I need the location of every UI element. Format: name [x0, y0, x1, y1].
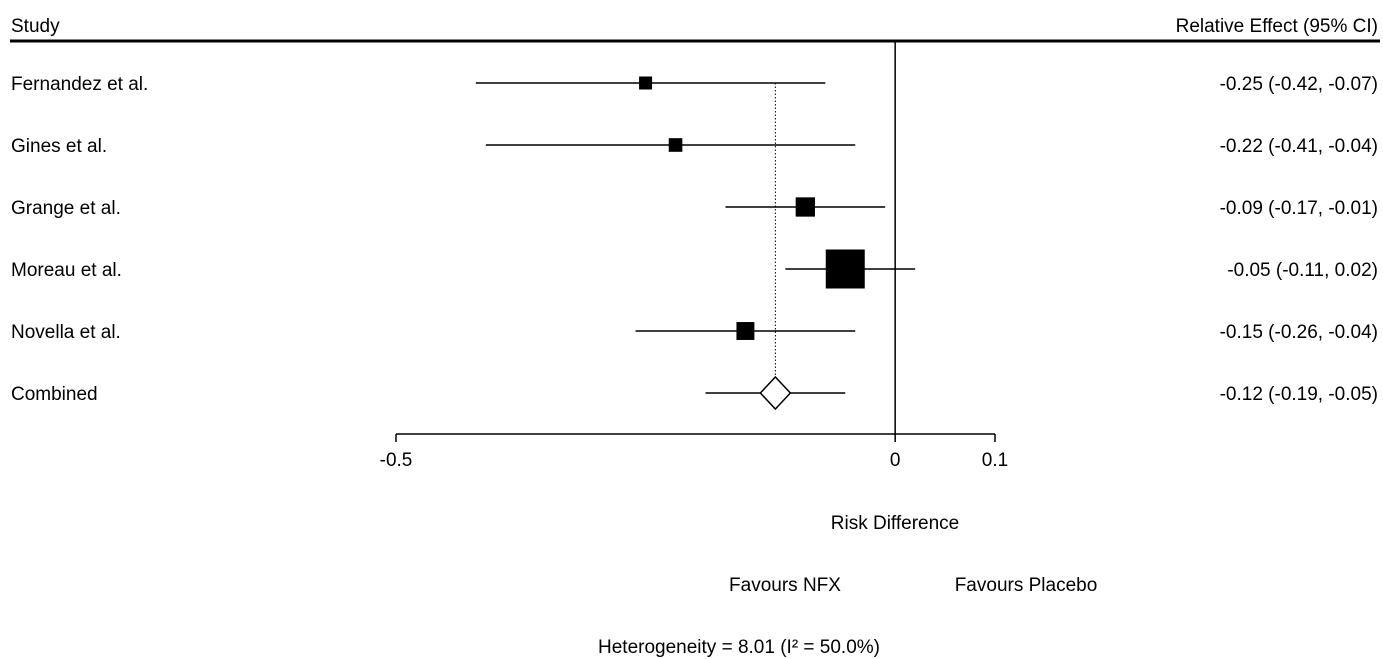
study-label: Grange et al. — [11, 198, 121, 219]
study-label: Fernandez et al. — [11, 74, 148, 95]
x-tick-label: -0.5 — [380, 450, 413, 471]
x-tick-label: 0.1 — [982, 450, 1008, 471]
effect-marker — [736, 322, 755, 340]
favours-right-label: Favours Placebo — [955, 575, 1098, 596]
effect-marker — [825, 249, 865, 289]
effect-value: -0.25 (-0.42, -0.07) — [1220, 74, 1378, 95]
effect-value: -0.15 (-0.26, -0.04) — [1220, 322, 1378, 343]
combined-diamond — [759, 375, 792, 411]
effect-marker — [639, 76, 653, 90]
effect-column-header: Relative Effect (95% CI) — [1176, 16, 1378, 37]
plot-area: Fernandez et al. -0.25 (-0.42, -0.07) Gine… — [11, 42, 1378, 471]
x-axis-label: Risk Difference — [831, 513, 959, 534]
effect-value: -0.09 (-0.17, -0.01) — [1220, 198, 1378, 219]
study-label: Novella et al. — [11, 322, 121, 343]
study-label: Gines et al. — [11, 136, 107, 157]
x-tick-label: 0 — [890, 450, 901, 471]
effect-marker — [795, 197, 815, 217]
effect-value: -0.22 (-0.41, -0.04) — [1220, 136, 1378, 157]
study-label: Moreau et al. — [11, 260, 122, 281]
effect-value: -0.05 (-0.11, 0.02) — [1227, 260, 1378, 281]
effect-marker — [668, 138, 683, 152]
favours-left-label: Favours NFX — [729, 575, 841, 596]
combined-label: Combined — [11, 384, 98, 405]
study-column-header: Study — [11, 16, 60, 37]
combined-value: -0.12 (-0.19, -0.05) — [1220, 384, 1378, 405]
heterogeneity-label: Heterogeneity = 8.01 (I² = 50.0%) — [598, 637, 880, 658]
